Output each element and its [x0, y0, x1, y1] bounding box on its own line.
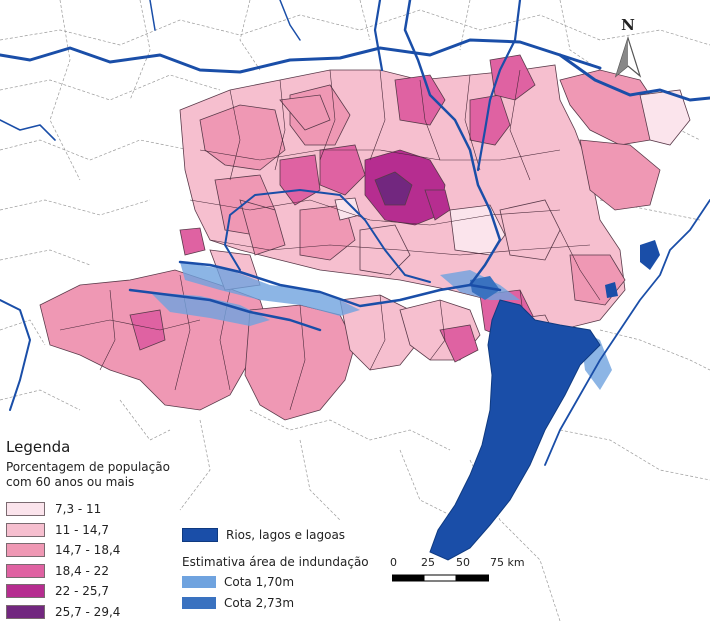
legend-flood-item: Cota 1,70m: [182, 575, 294, 589]
legend-class-label: 25,7 - 29,4: [55, 604, 121, 619]
scale-tick-label: 50: [456, 556, 470, 569]
legend-class-label: 7,3 - 11: [55, 502, 102, 517]
scale-tick-label: 0: [390, 556, 397, 569]
north-label: N: [621, 16, 635, 34]
legend-swatch: [6, 584, 45, 599]
flood-swatch: [182, 597, 216, 609]
scale-tick-label: 25: [421, 556, 435, 569]
water-swatch: [182, 528, 218, 542]
legend-flood-item: Cota 2,73m: [182, 596, 294, 610]
coastal-lagoon: [605, 282, 618, 298]
legend-class-label: 22 - 25,7: [55, 584, 109, 599]
legend: Legenda Porcentagem de população com 60 …: [0, 428, 430, 621]
legend-class-label: 11 - 14,7: [55, 522, 109, 537]
legend-class-item: 25,7 - 29,4: [6, 602, 120, 621]
municipality-boundaries: [59, 69, 601, 411]
legend-swatch: [6, 502, 45, 517]
water-label: Rios, lagos e lagoas: [226, 528, 346, 542]
north-arrow: N: [612, 16, 644, 80]
scale-tick-label: 75 km: [490, 556, 525, 569]
legend-swatch: [6, 604, 45, 619]
rivers: [0, 0, 710, 466]
north-arrow-icon: [614, 36, 642, 78]
scale-bar-graphic: [392, 574, 489, 582]
legend-water-item: Rios, lagos e lagoas: [182, 528, 345, 542]
legend-class-item: 11 - 14,7: [6, 520, 120, 541]
legend-class-item: 7,3 - 11: [6, 499, 120, 520]
flood-label: Cota 1,70m: [224, 575, 295, 589]
flood-title: Estimativa área de indundação: [182, 555, 369, 569]
legend-class-label: 18,4 - 22: [55, 563, 109, 578]
coastal-lagoon: [640, 240, 660, 270]
scale-bar: 0 25 50 75 km: [388, 556, 528, 586]
legend-class-item: 22 - 25,7: [6, 581, 120, 602]
legend-class-list: 7,3 - 11 11 - 14,7 14,7 - 18,4 18,4 - 22…: [6, 499, 120, 621]
legend-title: Legenda: [6, 438, 71, 456]
legend-class-label: 14,7 - 18,4: [55, 543, 121, 558]
legend-class-item: 18,4 - 22: [6, 561, 120, 582]
study-area-regions: [39, 54, 691, 421]
lagoon: [429, 299, 601, 561]
flood-label: Cota 2,73m: [224, 596, 295, 610]
legend-swatch: [6, 563, 45, 578]
legend-class-item: 14,7 - 18,4: [6, 540, 120, 561]
legend-swatch: [6, 522, 45, 537]
legend-swatch: [6, 543, 45, 558]
legend-subtitle: Porcentagem de população com 60 anos ou …: [6, 460, 170, 489]
flood-swatch: [182, 576, 216, 588]
